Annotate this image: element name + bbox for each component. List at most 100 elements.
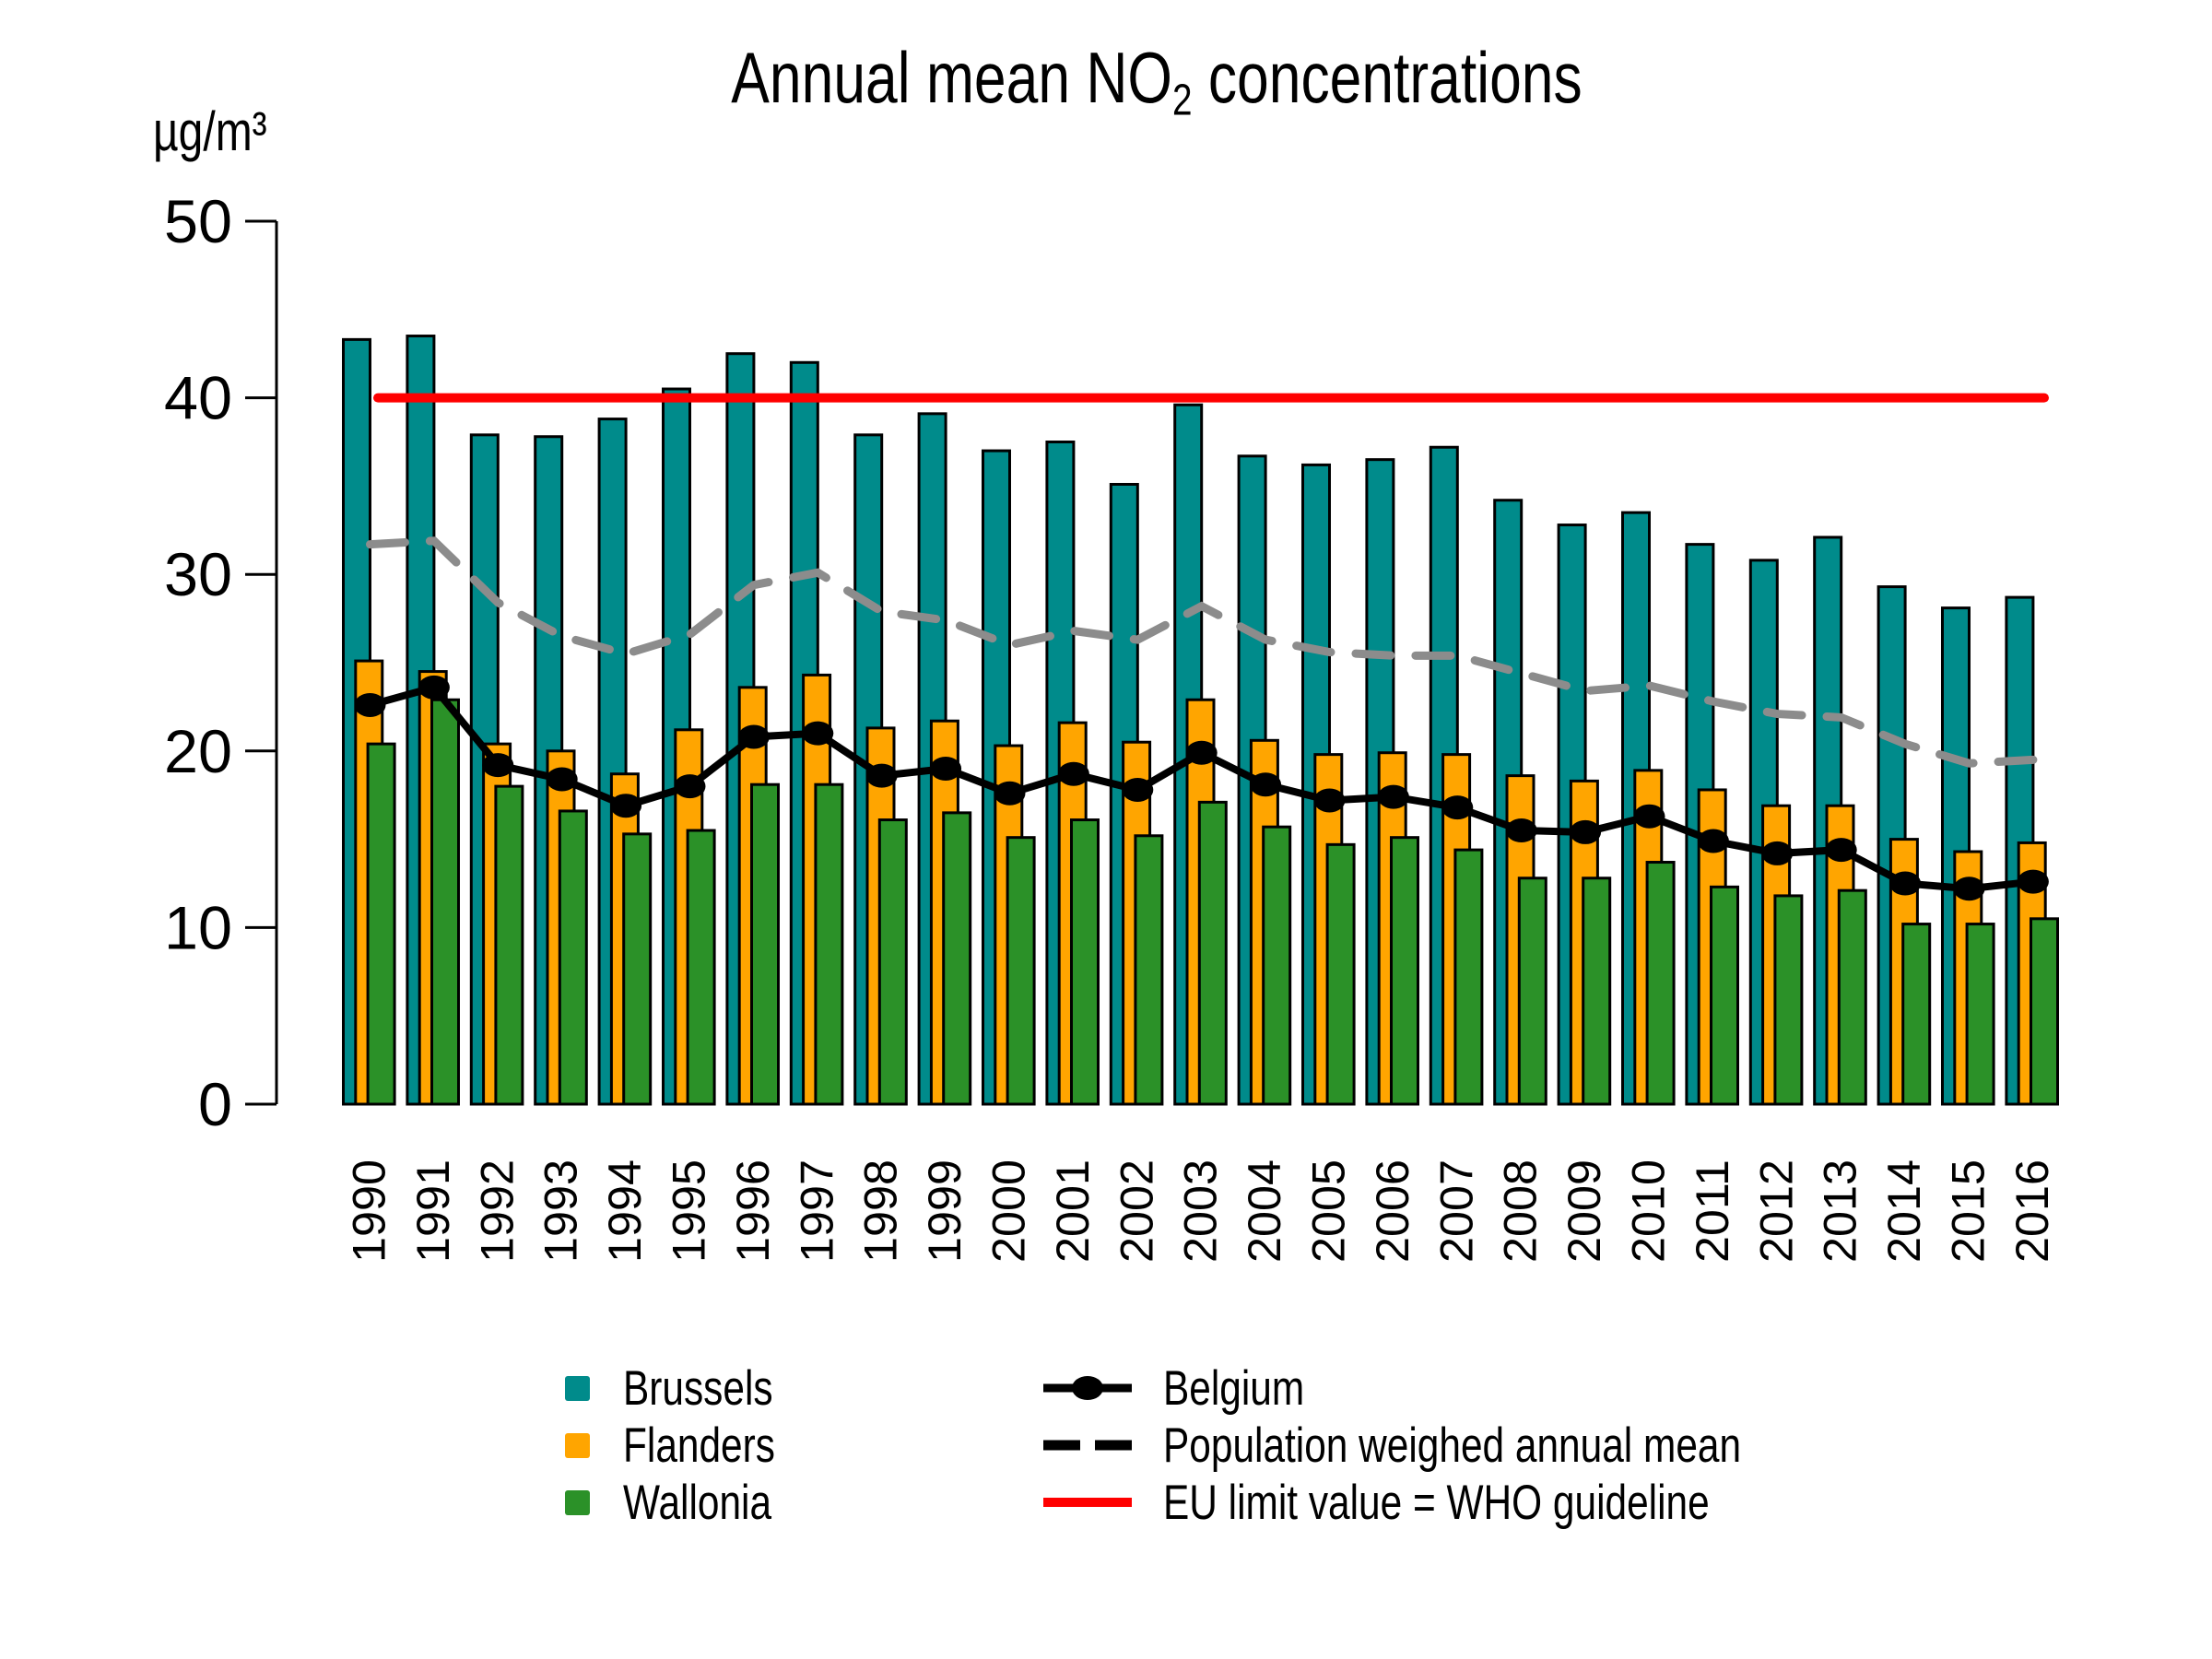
x-label-2016: 2016 [2006, 1159, 2058, 1263]
x-label-1992: 1992 [471, 1159, 523, 1263]
x-label-2000: 2000 [983, 1159, 1035, 1263]
x-label-1998: 1998 [855, 1159, 907, 1263]
legend-swatch-wallonia [565, 1489, 590, 1515]
belgium-point-1992 [482, 753, 514, 778]
belgium-point-2006 [1377, 784, 1409, 809]
bar-wallonia-1999 [942, 811, 972, 1106]
belgium-point-2014 [1889, 871, 1922, 896]
legend-label-population: Population weighed annual mean [1163, 1418, 1742, 1473]
legend-dash2-population [1095, 1440, 1132, 1451]
belgium-point-2008 [1505, 818, 1537, 843]
bar-wallonia-2003 [1197, 800, 1228, 1106]
bar-wallonia-2013 [1837, 888, 1867, 1106]
y-axis-unit-label: µg/m³ [153, 100, 267, 162]
belgium-point-1998 [865, 763, 898, 788]
x-label-2011: 2011 [1687, 1159, 1738, 1263]
legend-item-brussels: Brussels [565, 1359, 810, 1417]
y-tick-label-0: 0 [198, 1070, 232, 1138]
y-tick-label-30: 30 [164, 540, 232, 608]
x-label-2004: 2004 [1239, 1159, 1290, 1263]
belgium-point-1996 [737, 724, 770, 749]
belgium-point-2000 [994, 781, 1026, 806]
belgium-point-1991 [418, 675, 450, 700]
x-label-1999: 1999 [919, 1159, 971, 1263]
belgium-point-1995 [674, 774, 706, 799]
bar-wallonia-2006 [1390, 836, 1419, 1106]
belgium-point-2004 [1250, 772, 1282, 797]
bar-wallonia-2014 [1901, 923, 1932, 1106]
x-label-2009: 2009 [1559, 1159, 1610, 1263]
bar-wallonia-2016 [2030, 917, 2059, 1106]
belgium-point-2011 [1697, 829, 1729, 853]
bar-wallonia-2010 [1645, 861, 1676, 1106]
bar-wallonia-2011 [1710, 885, 1739, 1106]
belgium-point-1994 [610, 794, 642, 818]
legend-label-belgium: Belgium [1163, 1360, 1305, 1416]
belgium-line-sample [1043, 1374, 1132, 1402]
x-label-1991: 1991 [407, 1159, 459, 1263]
bar-wallonia-1991 [430, 698, 460, 1106]
legend-line-eu-limit [1043, 1498, 1132, 1507]
bar-wallonia-2005 [1325, 842, 1356, 1106]
title-suffix: concentrations [1192, 37, 1583, 118]
bar-wallonia-1993 [558, 809, 588, 1106]
belgium-point-2003 [1185, 740, 1218, 765]
bar-wallonia-2009 [1582, 877, 1612, 1106]
belgium-point-2016 [2017, 869, 2049, 894]
bar-wallonia-2008 [1517, 877, 1547, 1106]
eu-limit-line-sample [1043, 1488, 1132, 1516]
x-label-1995: 1995 [664, 1159, 715, 1263]
population-weighed-line [366, 536, 2038, 768]
x-label-2015: 2015 [1943, 1159, 1994, 1263]
x-label-1994: 1994 [599, 1159, 651, 1263]
belgium-point-2012 [1761, 841, 1794, 865]
x-label-2007: 2007 [1430, 1159, 1482, 1263]
legend-dot-belgium [1072, 1376, 1103, 1400]
belgium-point-2009 [1570, 819, 1602, 844]
x-label-2010: 2010 [1623, 1159, 1675, 1263]
legend-label-eu-limit: EU limit value = WHO guideline [1163, 1475, 1710, 1530]
y-tick-label-10: 10 [164, 893, 232, 961]
legend-item-flanders: Flanders [565, 1417, 813, 1474]
x-label-2001: 2001 [1047, 1159, 1099, 1263]
belgium-point-2007 [1441, 795, 1474, 820]
bar-wallonia-1995 [686, 829, 716, 1106]
bar-wallonia-1997 [814, 782, 844, 1106]
bar-wallonia-1998 [877, 818, 908, 1106]
bar-wallonia-2007 [1453, 848, 1484, 1106]
x-label-2008: 2008 [1495, 1159, 1547, 1263]
belgium-point-1999 [930, 756, 962, 781]
x-label-2003: 2003 [1175, 1159, 1227, 1263]
bar-wallonia-2001 [1070, 818, 1100, 1106]
belgium-point-2013 [1825, 838, 1857, 863]
belgium-point-2001 [1057, 761, 1089, 786]
y-tick-label-20: 20 [164, 717, 232, 785]
belgium-point-1990 [354, 692, 386, 717]
legend-label-flanders: Flanders [623, 1418, 775, 1473]
chart-title: Annual mean NO2 concentrations [625, 37, 1688, 125]
title-prefix: Annual mean NO [731, 37, 1172, 118]
bar-wallonia-1994 [622, 832, 653, 1106]
x-label-2012: 2012 [1750, 1159, 1802, 1263]
legend-item-eu-limit: EU limit value = WHO guideline [1043, 1474, 1846, 1531]
belgium-point-1993 [546, 767, 578, 792]
legend-swatch-brussels [565, 1375, 590, 1401]
x-label-2014: 2014 [1878, 1159, 1930, 1263]
bar-wallonia-2000 [1006, 836, 1036, 1106]
y-tick-label-50: 50 [164, 187, 232, 255]
legend-swatch-flanders [565, 1432, 590, 1458]
legend-item-wallonia: Wallonia [565, 1474, 808, 1531]
x-label-2002: 2002 [1111, 1159, 1162, 1263]
belgium-point-2010 [1633, 804, 1665, 829]
legend-label-wallonia: Wallonia [623, 1475, 772, 1530]
legend-dash1-population [1043, 1440, 1080, 1451]
bar-wallonia-1992 [494, 784, 524, 1106]
x-label-2006: 2006 [1367, 1159, 1418, 1263]
belgium-point-2015 [1953, 877, 1985, 901]
y-tick-label-40: 40 [164, 364, 232, 432]
x-label-1997: 1997 [791, 1159, 842, 1263]
x-label-1990: 1990 [344, 1159, 395, 1263]
x-label-2005: 2005 [1303, 1159, 1355, 1263]
